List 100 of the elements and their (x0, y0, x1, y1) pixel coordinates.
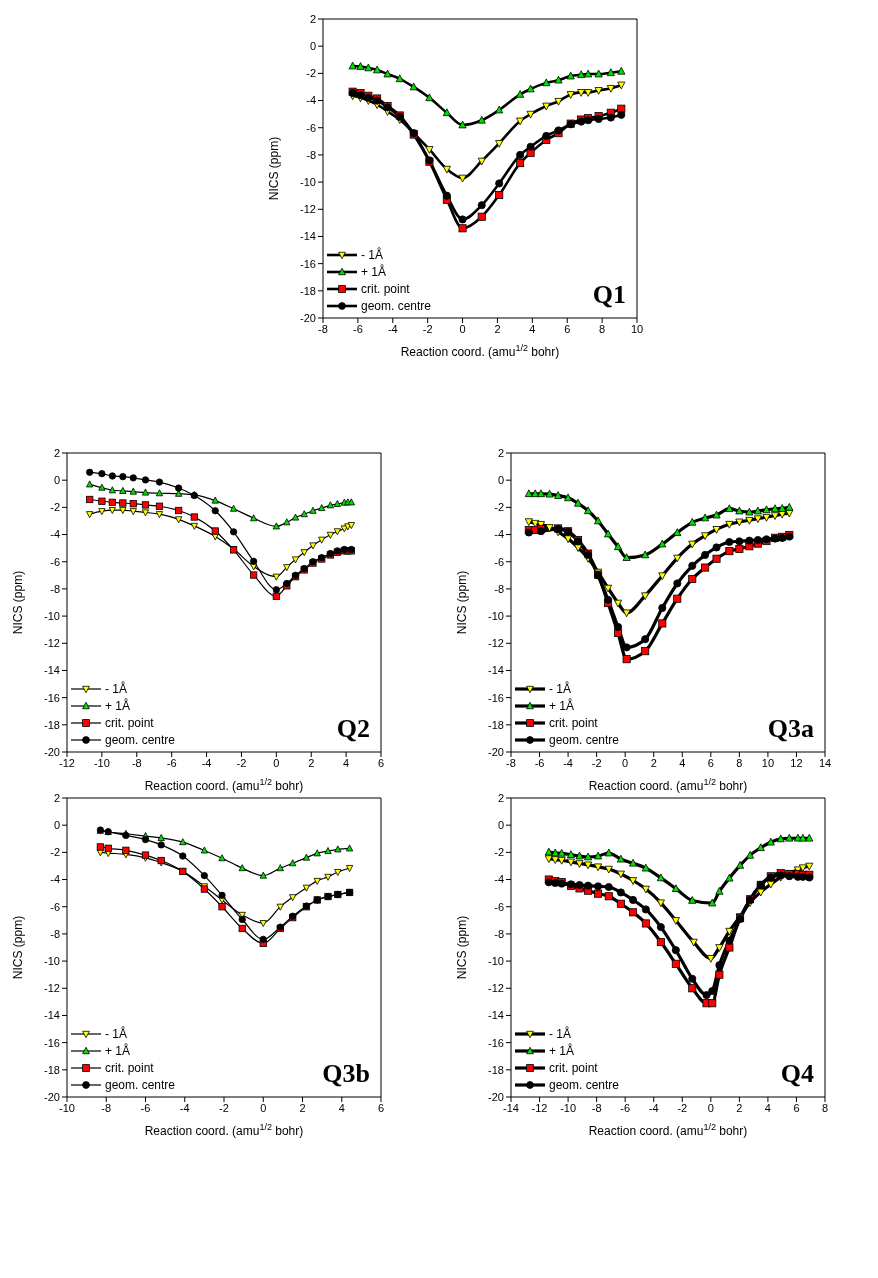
x-tick-label: -6 (166, 756, 177, 769)
legend-label: crit. point (105, 715, 154, 730)
legend-label: geom. centre (105, 732, 176, 747)
y-tick-label: -18 (44, 718, 60, 731)
x-tick-label: -8 (591, 1101, 602, 1114)
x-tick-label: -10 (93, 756, 110, 769)
legend-label: + 1Å (549, 1043, 575, 1058)
y-axis-title: NICS (ppm) (267, 136, 281, 201)
x-tick-label: -2 (677, 1101, 688, 1114)
text: Q4 (780, 1059, 814, 1088)
y-tick-label: 0 (497, 474, 504, 487)
legend-label: geom. centre (549, 1077, 620, 1092)
x-tick-label: 6 (377, 756, 385, 769)
y-tick-label: -8 (50, 927, 60, 940)
y-tick-label: -12 (488, 637, 504, 650)
y-tick-label: 2 (497, 791, 504, 804)
y-tick-label: -8 (494, 582, 504, 595)
x-tick-label: -12 (531, 1101, 548, 1114)
x-tick-label: 4 (343, 756, 350, 769)
x-tick-label: -4 (648, 1101, 659, 1114)
x-tick-label: 14 (818, 756, 832, 769)
x-tick-label: -4 (201, 756, 212, 769)
x-axis-title: Reaction coord. (amu$^{1/2}$ bohr) (588, 777, 748, 793)
x-tick-label: -8 (101, 1101, 112, 1114)
x-tick-label: 0 (622, 756, 629, 769)
y-tick-label: -6 (50, 900, 60, 913)
x-tick-label: 0 (260, 1101, 267, 1114)
x-tick-label: 0 (273, 756, 280, 769)
legend-label: crit. point (549, 1060, 598, 1075)
y-tick-label: -10 (300, 176, 316, 188)
y-tick-label: -14 (44, 664, 60, 677)
y-axis-title: NICS (ppm) (11, 915, 25, 980)
y-tick-label: -4 (494, 528, 504, 541)
legend-label: crit. point (105, 1060, 154, 1075)
y-axis-title: NICS (ppm) (455, 570, 469, 635)
y-tick-label: -4 (494, 873, 504, 886)
x-tick-label: 6 (793, 1101, 800, 1114)
legend-label: + 1Å (361, 264, 387, 279)
y-tick-label: -16 (44, 1036, 60, 1049)
x-tick-label: -10 (560, 1101, 577, 1114)
text: Q2 (336, 714, 370, 743)
x-tick-label: -4 (179, 1101, 190, 1114)
x-axis-title: Reaction coord. (amu$^{1/2}$ bohr) (144, 1122, 304, 1138)
y-tick-label: -18 (488, 1063, 504, 1076)
x-tick-label: -8 (131, 756, 142, 769)
y-axis-title: NICS (ppm) (455, 915, 469, 980)
y-tick-label: -6 (306, 121, 316, 134)
x-tick-label: 6 (707, 756, 714, 769)
y-tick-label: -20 (44, 1090, 60, 1103)
y-tick-label: 0 (53, 474, 60, 487)
y-tick-label: 2 (53, 791, 60, 804)
y-tick-label: -14 (488, 1009, 504, 1022)
x-tick-label: -2 (219, 1101, 229, 1114)
x-tick-label: -2 (236, 756, 247, 769)
y-tick-label: -20 (488, 745, 504, 758)
y-tick-label: -16 (44, 691, 60, 704)
y-tick-label: -2 (50, 846, 60, 859)
x-tick-label: -6 (620, 1101, 631, 1114)
legend-label: - 1Å (549, 681, 572, 696)
y-tick-label: -20 (44, 745, 60, 758)
y-tick-label: -18 (44, 1063, 60, 1076)
x-tick-label: 4 (529, 322, 536, 335)
y-tick-label: -2 (50, 501, 60, 514)
x-tick-label: -8 (506, 756, 516, 769)
text: Q3b (322, 1059, 370, 1088)
y-tick-label: -16 (300, 257, 316, 270)
legend-label: + 1Å (105, 698, 131, 713)
x-tick-label: -6 (534, 756, 545, 769)
x-tick-label: 0 (707, 1101, 714, 1114)
y-tick-label: -4 (50, 528, 60, 541)
x-tick-label: -8 (318, 322, 328, 335)
y-tick-label: -14 (44, 1009, 60, 1022)
y-tick-label: -2 (494, 846, 504, 859)
x-tick-label: 12 (790, 756, 803, 769)
x-tick-label: 8 (736, 756, 743, 769)
y-tick-label: -18 (300, 284, 316, 297)
y-tick-label: -14 (300, 230, 316, 243)
y-tick-label: -2 (494, 501, 504, 514)
y-tick-label: -8 (306, 148, 316, 161)
x-tick-label: 2 (650, 756, 657, 769)
x-axis-title: Reaction coord. (amu$^{1/2}$ bohr) (400, 343, 560, 359)
y-tick-label: 0 (53, 819, 60, 832)
x-tick-label: 8 (821, 1101, 829, 1114)
legend-label: geom. centre (361, 298, 432, 313)
y-tick-label: 0 (309, 40, 316, 53)
y-tick-label: -10 (44, 610, 60, 622)
text: Q3a (767, 714, 814, 743)
y-tick-label: -20 (488, 1090, 504, 1103)
x-tick-label: 0 (459, 322, 466, 335)
y-tick-label: -16 (488, 691, 504, 704)
x-tick-label: 6 (377, 1101, 385, 1114)
x-tick-label: 8 (599, 322, 606, 335)
y-tick-label: -10 (488, 955, 504, 967)
legend-label: geom. centre (105, 1077, 176, 1092)
y-tick-label: -12 (300, 203, 316, 216)
x-tick-label: -2 (422, 322, 433, 335)
y-tick-label: -8 (494, 927, 504, 940)
y-tick-label: -12 (44, 982, 60, 995)
y-tick-label: -4 (306, 94, 316, 107)
y-tick-label: -10 (44, 955, 60, 967)
